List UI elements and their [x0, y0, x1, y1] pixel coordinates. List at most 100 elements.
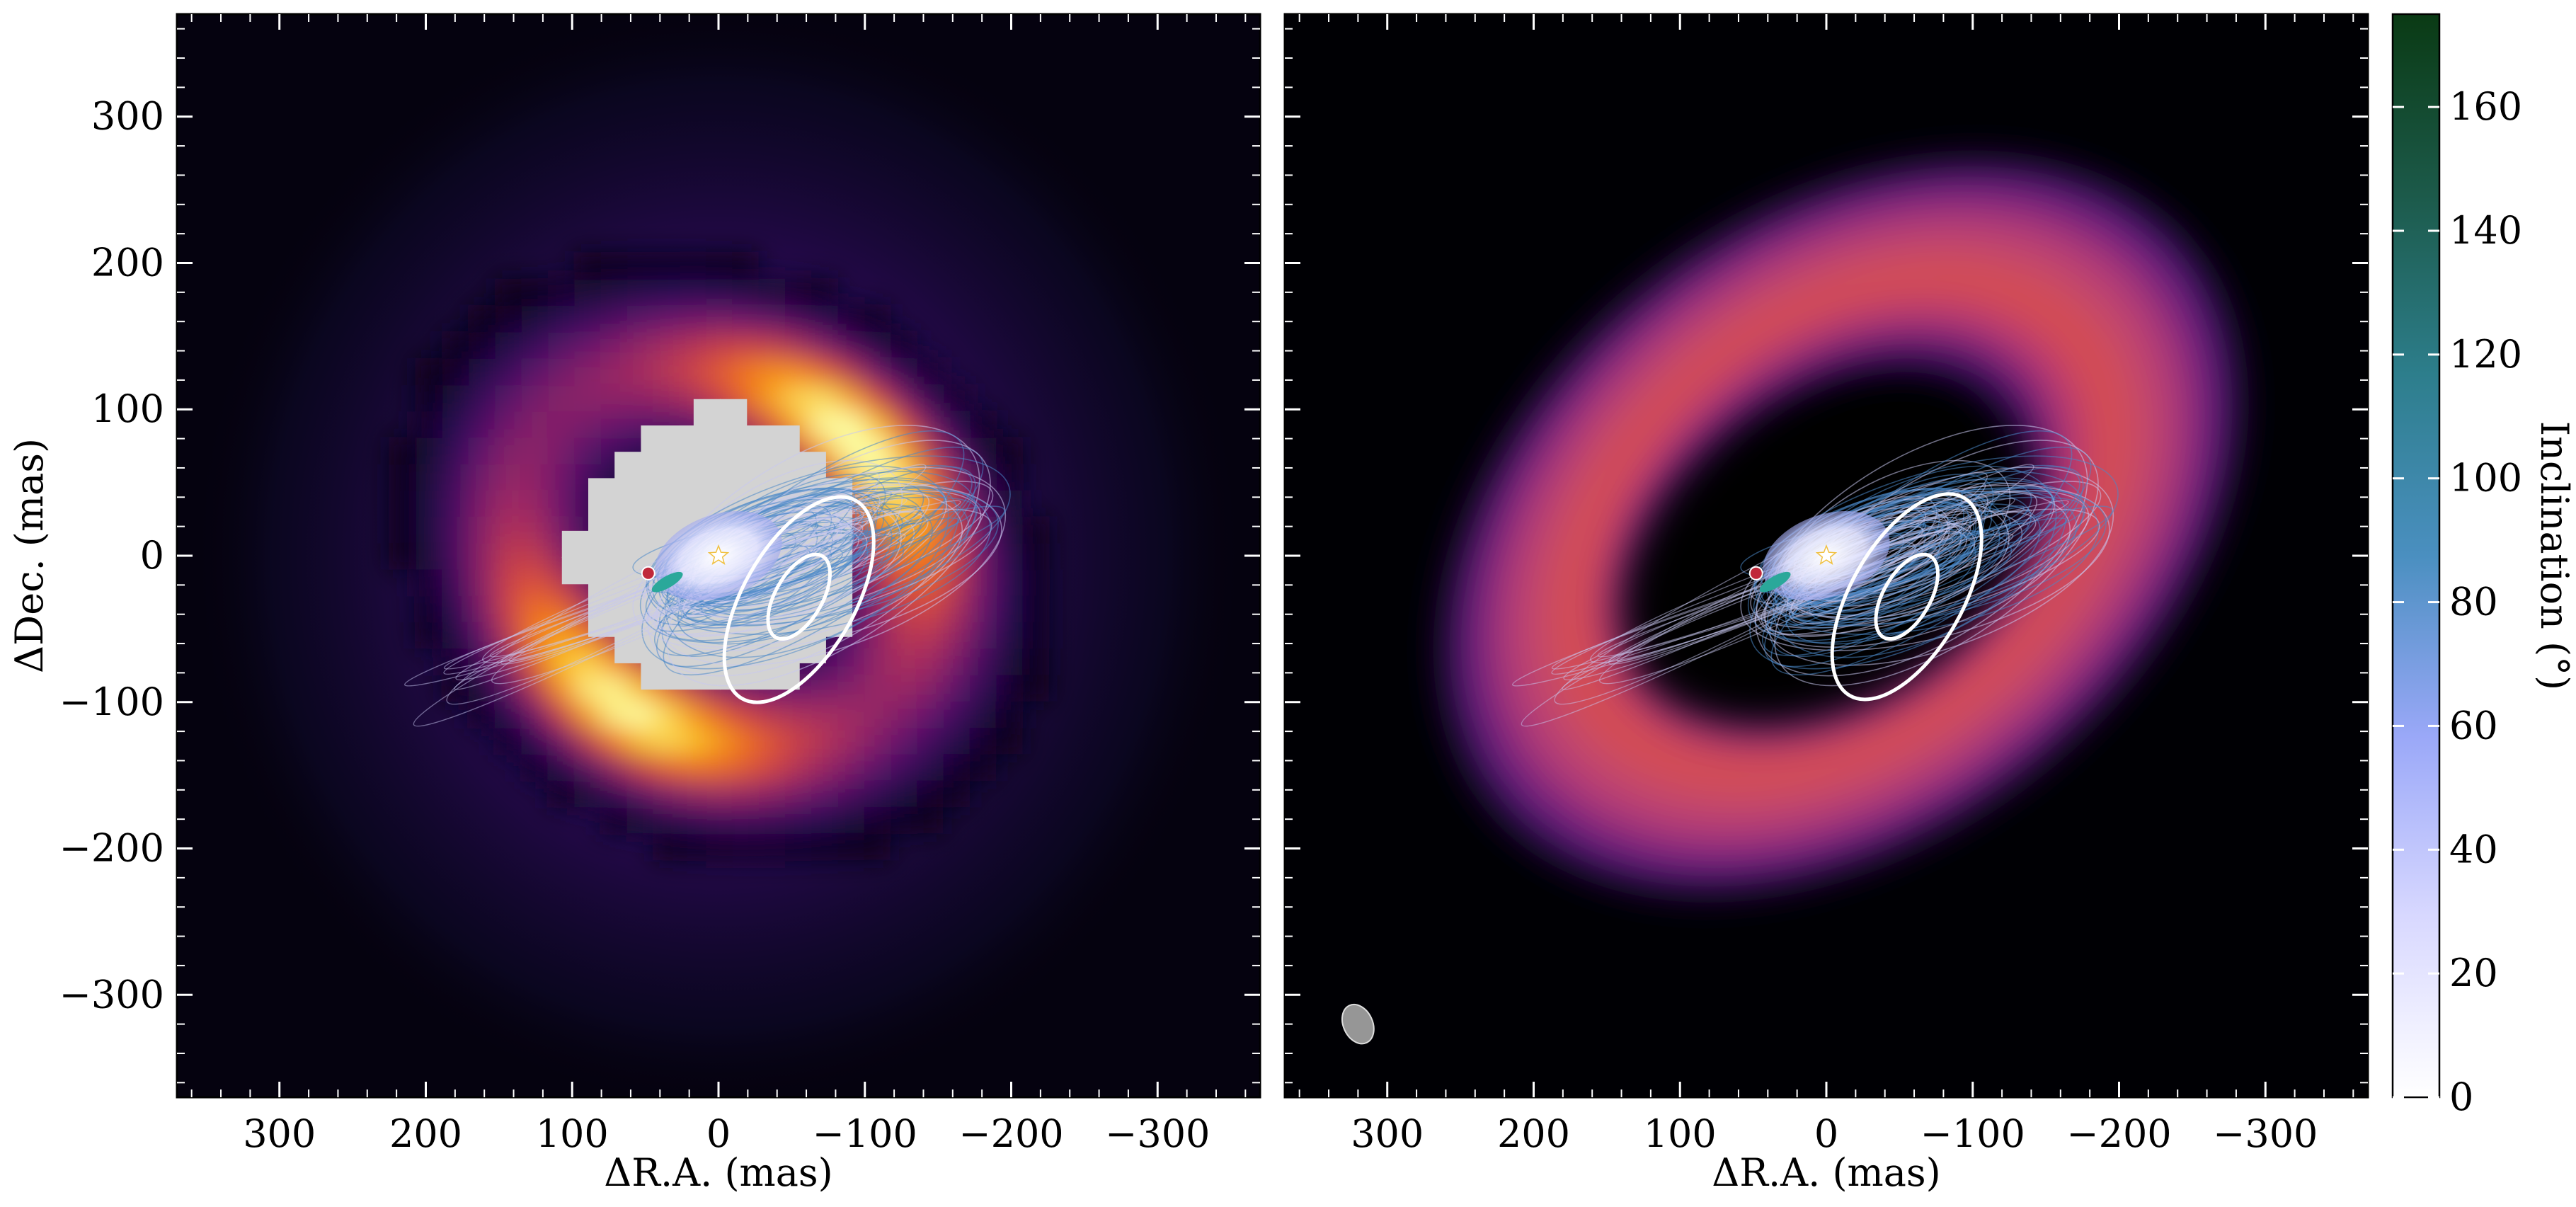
left-emission-pixel	[494, 674, 522, 702]
left-emission-pixel	[863, 305, 891, 333]
left-emission-pixel	[731, 700, 759, 728]
left-orbit-trace	[653, 508, 992, 636]
left-emission-pixel	[652, 305, 680, 333]
left-emission-pixel	[494, 516, 522, 544]
left-emission-pixel	[784, 305, 812, 333]
left-emission-pixel	[652, 832, 680, 859]
left-emission-pixel	[626, 806, 653, 833]
left-emission-pixel	[705, 305, 733, 333]
left-emission-pixel	[837, 700, 864, 728]
left-emission-pixel	[942, 648, 970, 675]
right-contour	[1830, 492, 1983, 702]
colorbar-tick-label: 100	[2449, 456, 2522, 500]
left-emission-pixel	[520, 411, 549, 438]
left-emission-pixel	[731, 779, 759, 807]
right-planet-marker	[1748, 566, 1763, 580]
left-emission-pixel	[573, 411, 601, 438]
left-emission-pixel	[811, 779, 838, 807]
left-emission-pixel	[942, 595, 970, 623]
left-emission-pixel	[600, 357, 627, 386]
left-emission-pixel	[547, 437, 575, 464]
left-emission-pixel	[520, 700, 549, 728]
left-emission-pixel	[916, 648, 944, 675]
left-emission-pixel	[942, 384, 970, 412]
left-emission-pixel	[494, 384, 522, 412]
left-emission-pixel	[757, 806, 786, 833]
left-emission-pixel	[547, 726, 575, 755]
left-emission-pixel	[442, 568, 469, 596]
left-emission-pixel	[442, 516, 469, 544]
left-emission-pixel	[837, 779, 864, 807]
left-emission-pixel	[811, 331, 838, 359]
left-mask-pixel	[720, 452, 748, 479]
left-emission-pixel	[389, 516, 417, 544]
left-emission-pixel	[442, 595, 469, 623]
left-emission-pixel	[442, 542, 469, 570]
colorbar-tick-label: 60	[2449, 703, 2498, 748]
left-panel: 300 200 100 0 −100 −200 −300 300 200 100 0 −100 −200…	[7, 13, 1261, 1195]
left-mask-pixel	[693, 478, 721, 505]
right-panel: 300 200 100 0 −100 −200 −300 ΔR.A. (mas)	[1283, 13, 2369, 1195]
left-emission-pixel	[757, 700, 786, 728]
left-emission-pixel	[968, 568, 996, 596]
left-emission-pixel	[679, 253, 706, 280]
left-emission-pixel	[573, 726, 601, 755]
left-emission-pixel	[626, 305, 653, 333]
right-x-tick-label: −100	[1920, 1111, 2025, 1156]
left-emission-pixel	[705, 253, 733, 280]
left-emission-pixel	[468, 700, 496, 728]
left-emission-pixel	[494, 463, 522, 491]
left-mask-pixel	[614, 530, 642, 559]
left-emission-pixel	[626, 384, 653, 412]
left-emission-pixel	[863, 753, 891, 781]
beam-ellipse	[1341, 1003, 1375, 1045]
left-emission-pixel	[968, 726, 996, 755]
left-emission-pixel	[442, 489, 469, 517]
left-emission-pixel	[679, 806, 706, 833]
left-emission-pixel	[1021, 648, 1049, 675]
left-emission-pixel	[889, 806, 917, 833]
left-emission-pixel	[468, 542, 496, 570]
left-mask-pixel	[641, 452, 668, 479]
left-emission-pixel	[573, 357, 601, 386]
left-emission-pixel	[416, 516, 443, 544]
left-emission-pixel	[600, 305, 627, 333]
left-mask-pixel	[693, 425, 721, 453]
colorbar-tick-label: 20	[2449, 951, 2498, 995]
left-y-tick-label: −100	[59, 680, 164, 724]
left-emission-pixel	[731, 357, 759, 386]
left-emission-pixel	[679, 700, 706, 728]
left-mask-pixel	[561, 530, 589, 559]
right-x-tick-label: 200	[1497, 1111, 1570, 1156]
left-emission-pixel	[863, 648, 891, 675]
left-emission-pixel	[968, 648, 996, 675]
left-emission-pixel	[1021, 542, 1049, 570]
left-emission-pixel	[837, 648, 864, 675]
left-emission-pixel	[494, 595, 522, 623]
left-axes: 300 200 100 0 −100 −200 −300 300 200 100 0 −100 −200…	[59, 14, 1260, 1156]
left-emission-pixel	[600, 806, 627, 833]
left-y-tick-label: 200	[91, 240, 164, 285]
left-emission-pixel	[468, 489, 496, 517]
left-emission-pixel	[442, 331, 469, 359]
left-orbit-trace	[641, 477, 959, 670]
left-emission-pixel	[416, 622, 443, 649]
left-emission-pixel	[679, 305, 706, 333]
left-emission-pixel	[731, 279, 759, 307]
right-orbit-trace	[1792, 529, 1995, 619]
colorbar-label: Inclination (°)	[2532, 421, 2576, 690]
left-emission-pixel	[1021, 568, 1049, 596]
left-emission-pixel	[573, 279, 601, 307]
left-emission-pixel	[863, 779, 891, 807]
left-emission-pixel	[547, 331, 575, 359]
left-emission-pixel	[837, 305, 864, 333]
left-emission-pixel	[442, 357, 469, 386]
left-emission-pixel	[916, 674, 944, 702]
left-mask-pixel	[667, 425, 694, 453]
right-orbit-trace	[1774, 440, 2099, 687]
left-emission-pixel	[863, 357, 891, 386]
left-emission-pixel	[626, 331, 653, 359]
left-emission-pixel	[1021, 674, 1049, 702]
left-emission-pixel	[995, 726, 1022, 755]
left-emission-pixel	[811, 753, 838, 781]
